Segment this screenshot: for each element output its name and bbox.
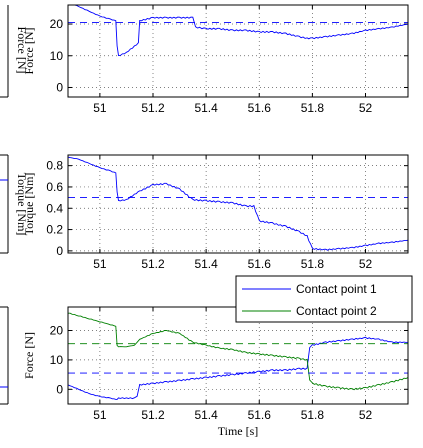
x-tick-label: 51.8 xyxy=(301,101,325,115)
series-line-1 xyxy=(68,312,408,391)
x-tick-label: 51.8 xyxy=(301,408,325,422)
x-tick-label: 51.4 xyxy=(194,257,218,271)
y-tick-label: 20 xyxy=(50,17,64,31)
series-group xyxy=(68,156,408,251)
series-line-0 xyxy=(68,156,408,251)
x-tick-label: 51.2 xyxy=(141,257,165,271)
legend-entry: Contact point 1 xyxy=(296,282,377,296)
y-tick-label: 10 xyxy=(50,49,64,63)
x-tick-label: 51.2 xyxy=(141,408,165,422)
x-tick-label: 51.8 xyxy=(301,257,325,271)
x-tick-label: 51.4 xyxy=(194,408,218,422)
x-tick-label: 52 xyxy=(359,408,373,422)
y-tick-label: 0 xyxy=(56,80,63,94)
y-axis-label: Torque [Nm] xyxy=(22,173,36,236)
series-line-0 xyxy=(73,5,408,56)
y-tick-label: 20 xyxy=(50,324,64,338)
y-tick-label: 0.2 xyxy=(46,223,63,237)
y-tick-label: 0.8 xyxy=(46,159,63,173)
svg-text:Torque [Nm]: Torque [Nm] xyxy=(15,173,29,236)
left-figure-fragments: Force [N] Torque [Nm] xyxy=(0,5,29,405)
legend: Contact point 1 Contact point 2 xyxy=(235,275,413,323)
x-tick-label: 52 xyxy=(359,257,373,271)
left-figure-ylabel: Force [N] xyxy=(15,27,29,74)
axes-force-top: 51 51.2 51.4 51.6 51.8 52 0 10 20 Force [N] xyxy=(22,4,409,115)
x-tick-label: 51.4 xyxy=(194,101,218,115)
y-tick-label: 0.6 xyxy=(46,180,63,194)
x-tick-label: 51.6 xyxy=(248,101,272,115)
y-axis-label: Force [N] xyxy=(22,28,36,75)
x-axis-label: Time [s] xyxy=(218,424,259,438)
x-tick-label: 51.6 xyxy=(248,257,272,271)
series-line-0 xyxy=(68,336,408,400)
legend-box xyxy=(235,275,413,323)
x-tick-label: 51 xyxy=(93,408,107,422)
y-tick-label: 0.4 xyxy=(46,201,63,215)
y-axis-label: Force [N] xyxy=(22,332,36,379)
x-tick-label: 51.6 xyxy=(248,408,272,422)
y-tick-label: 0 xyxy=(56,244,63,258)
x-tick-label: 51.2 xyxy=(141,101,165,115)
x-tick-label: 52 xyxy=(359,101,373,115)
axes-frame xyxy=(67,4,409,98)
axes-root: 51 51.2 51.4 51.6 51.8 52 0 10 20 Force [N] 51 51.2… xyxy=(22,4,413,438)
x-tick-label: 51 xyxy=(93,257,107,271)
y-tick-label: 10 xyxy=(50,353,64,367)
y-tick-label: 0 xyxy=(56,382,63,396)
series-group xyxy=(68,312,408,400)
axes-force-bottom: 51 51.2 51.4 51.6 51.8 52 0 10 20 Force [N] Time [… xyxy=(22,275,413,438)
svg-text:Force [N]: Force [N] xyxy=(15,27,29,74)
left-figure-ylabel: Torque [Nm] xyxy=(15,173,29,236)
legend-entry: Contact point 2 xyxy=(296,304,377,318)
axes-torque: 51 51.2 51.4 51.6 51.8 52 0 0.2 0.4 0.6 0.8 Torque … xyxy=(22,154,409,271)
axes-frame xyxy=(67,154,409,254)
x-tick-label: 51 xyxy=(93,101,107,115)
series-group xyxy=(68,5,408,56)
